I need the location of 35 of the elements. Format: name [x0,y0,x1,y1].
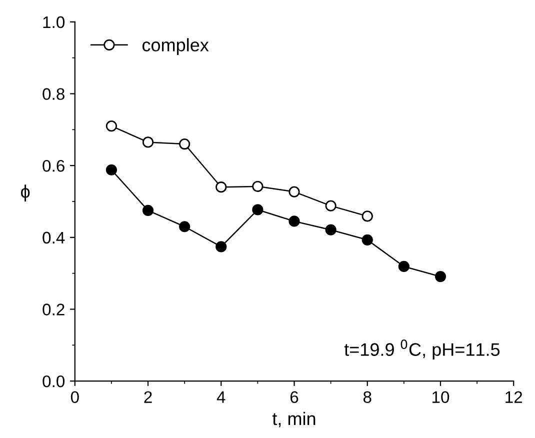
point [325,200,336,212]
y-tick-label: 0.4 [42,232,65,244]
point [179,138,190,150]
point [216,182,227,193]
point [142,136,154,148]
point [362,210,373,222]
legend-label: complex [142,38,209,55]
annotation: t=19.9 $^{0}$C, pH=11.5 [344,339,500,360]
x-tick-label: 10 [432,391,450,404]
x-tick-label: 6 [290,391,298,404]
y-tick-label: 0.8 [42,88,64,100]
point [362,234,373,246]
point [434,270,446,282]
point [288,216,300,227]
point [216,241,227,252]
point [179,221,190,232]
y-tick-label: 0.0 [42,375,65,388]
y-tick-label: 0.2 [42,304,64,316]
x-tick-label: 2 [144,391,152,403]
x-axis-title: t, min [272,412,316,428]
point [398,260,410,272]
y-tick-label: 1.0 [43,16,65,28]
x-tick-label: 8 [363,391,372,404]
point [142,204,154,216]
y-axis-title: ϕ [20,184,30,202]
point [106,120,118,132]
point [288,186,300,198]
point [106,164,118,176]
x-tick-label: 0 [70,391,79,404]
x-tick-label: 12 [506,391,522,403]
point [252,204,264,216]
point [252,180,264,192]
y-tick-label: 0.6 [42,160,64,172]
x-tick-label: 4 [216,391,226,403]
point [325,224,336,236]
